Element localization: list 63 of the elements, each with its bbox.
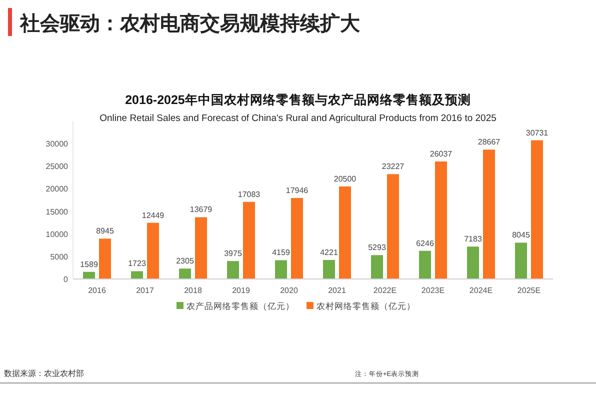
data-label: 2305 xyxy=(176,256,194,266)
x-tick-label: 2020 xyxy=(280,286,298,295)
bar xyxy=(147,222,159,279)
bar xyxy=(419,250,431,279)
data-label: 23227 xyxy=(382,162,405,172)
data-label: 20500 xyxy=(334,174,357,184)
chart-subtitle: Online Retail Sales and Forecast of China's Rural and Agricultural Products from 2016 to 2025 xyxy=(100,113,496,124)
data-label: 13679 xyxy=(190,205,213,214)
bar xyxy=(227,261,239,279)
source-note: 数据来源：农业农村部 xyxy=(4,369,84,378)
data-label: 28667 xyxy=(478,138,501,147)
bar xyxy=(275,260,287,279)
bar xyxy=(243,202,255,279)
bar xyxy=(387,174,399,279)
data-label: 8945 xyxy=(96,226,114,236)
bar xyxy=(131,271,143,279)
chart-title: 2016-2025年中国农村网络零售额与农产品网络零售额及预测 xyxy=(125,92,471,107)
bar xyxy=(179,268,191,279)
data-label: 12449 xyxy=(142,210,165,220)
x-tick-label: 2022E xyxy=(373,286,397,295)
y-tick-label: 5000 xyxy=(50,252,69,262)
data-label: 30731 xyxy=(526,128,549,138)
x-tick-label: 2021 xyxy=(328,286,346,295)
data-label: 1589 xyxy=(80,260,98,269)
bar xyxy=(339,186,351,279)
data-label: 4159 xyxy=(272,248,290,258)
data-label: 17083 xyxy=(238,190,261,199)
bar xyxy=(435,161,447,279)
data-label: 3975 xyxy=(224,249,242,258)
data-label: 7183 xyxy=(464,234,482,244)
y-tick-label: 20000 xyxy=(46,184,69,194)
bar xyxy=(323,260,335,279)
bar xyxy=(515,242,527,279)
data-label: 6246 xyxy=(416,238,434,248)
x-tick-label: 2019 xyxy=(232,286,250,295)
legend-label: 农村网络零售额（亿元） xyxy=(316,301,416,311)
data-label: 26037 xyxy=(430,149,453,158)
bar xyxy=(371,255,383,279)
x-tick-label: 2023E xyxy=(421,286,445,295)
text: 社会驱动：农村电商交易规模持续扩大 xyxy=(19,12,361,35)
bar xyxy=(83,272,95,279)
bar xyxy=(291,198,303,279)
x-tick-label: 2017 xyxy=(136,286,154,295)
data-label: 4221 xyxy=(320,248,338,257)
bar xyxy=(467,246,479,279)
x-tick-label: 2018 xyxy=(184,286,202,295)
legend-label: 农产品网络零售额（亿元） xyxy=(186,301,294,311)
bar xyxy=(483,150,495,279)
y-tick-label: 25000 xyxy=(46,162,69,172)
x-tick-label: 2025E xyxy=(517,286,541,295)
x-tick-label: 2024E xyxy=(469,286,493,295)
bar xyxy=(531,140,543,279)
data-label: 8045 xyxy=(512,230,530,240)
y-tick-label: 15000 xyxy=(46,207,69,216)
data-label: 17946 xyxy=(286,186,309,195)
y-tick-label: 0 xyxy=(64,275,69,284)
y-tick-label: 10000 xyxy=(46,230,69,239)
data-label: 1723 xyxy=(128,259,146,268)
x-tick-label: 2016 xyxy=(88,286,106,295)
y-tick-label: 30000 xyxy=(46,140,69,149)
data-label: 5293 xyxy=(368,243,386,252)
bar xyxy=(195,217,207,279)
bar xyxy=(99,238,111,279)
